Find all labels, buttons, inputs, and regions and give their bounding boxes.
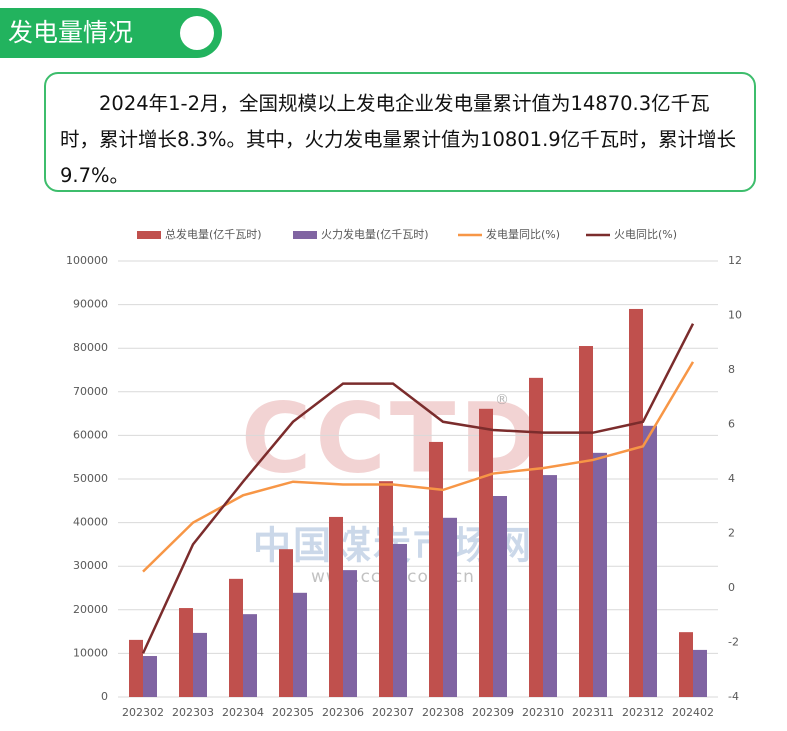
y-tick-label: 90000 xyxy=(73,298,108,311)
bar xyxy=(179,608,193,697)
y2-tick-label: 8 xyxy=(728,363,735,376)
legend-swatch xyxy=(137,231,161,239)
y-tick-label: 0 xyxy=(101,690,108,703)
y2-tick-label: 10 xyxy=(728,309,742,322)
bar xyxy=(243,614,257,697)
bar xyxy=(443,517,457,697)
bar xyxy=(679,632,693,697)
legend-swatch xyxy=(293,231,317,239)
line xyxy=(142,361,695,573)
bar xyxy=(293,592,307,697)
y2-tick-label: -2 xyxy=(728,636,739,649)
x-tick-label: 202305 xyxy=(272,706,314,719)
y2-tick-label: -4 xyxy=(728,690,739,703)
bar xyxy=(493,496,507,697)
bar xyxy=(579,346,593,697)
y2-tick-label: 6 xyxy=(728,418,735,431)
watermark-mark: ® xyxy=(495,392,509,408)
bar xyxy=(429,441,443,697)
section-header: 发电量情况 xyxy=(0,8,222,58)
bar xyxy=(643,425,657,697)
bar xyxy=(279,549,293,697)
bar xyxy=(129,639,143,697)
bar xyxy=(229,578,243,697)
y-tick-label: 80000 xyxy=(73,341,108,354)
bar xyxy=(329,516,343,697)
section-title: 发电量情况 xyxy=(8,18,134,47)
bar xyxy=(593,452,607,697)
y-tick-label: 70000 xyxy=(73,385,108,398)
bar xyxy=(479,408,493,697)
y2-tick-label: 0 xyxy=(728,581,735,594)
y2-tick-label: 12 xyxy=(728,254,742,267)
bar xyxy=(343,570,357,697)
legend-label: 火电同比(%) xyxy=(614,228,677,241)
bar xyxy=(193,632,207,697)
bar xyxy=(143,656,157,697)
bar xyxy=(543,475,557,697)
toggle[interactable] xyxy=(180,16,214,50)
x-tick-label: 202402 xyxy=(672,706,714,719)
line xyxy=(141,323,695,654)
y-tick-label: 10000 xyxy=(73,646,108,659)
y-tick-label: 100000 xyxy=(66,254,108,267)
y-tick-label: 30000 xyxy=(73,559,108,572)
x-tick-label: 202312 xyxy=(622,706,664,719)
y-tick-label: 60000 xyxy=(73,428,108,441)
summary: 2024年1-2月，全国规模以上发电企业发电量累计值为14870.3亿千瓦时，累… xyxy=(44,72,756,192)
y2-tick-label: 2 xyxy=(728,527,735,540)
bar xyxy=(629,308,643,697)
y-tick-label: 20000 xyxy=(73,603,108,616)
legend-label: 总发电量(亿千瓦时) xyxy=(165,227,262,241)
bar xyxy=(379,481,393,697)
bar xyxy=(693,649,707,697)
x-tick-label: 202303 xyxy=(172,706,214,719)
x-tick-label: 202304 xyxy=(222,706,264,719)
x-tick-label: 202302 xyxy=(122,706,164,719)
x-tick-label: 202311 xyxy=(572,706,614,719)
bar xyxy=(393,543,407,697)
x-tick-label: 202309 xyxy=(472,706,514,719)
bar xyxy=(529,377,543,697)
legend-label: 火力发电量(亿千瓦时) xyxy=(321,227,429,241)
y-tick-label: 50000 xyxy=(73,472,108,485)
x-tick-label: 202308 xyxy=(422,706,464,719)
legend-label: 发电量同比(%) xyxy=(486,227,560,241)
x-tick-label: 202307 xyxy=(372,706,414,719)
y2-tick-label: 4 xyxy=(728,472,735,485)
x-tick-label: 202306 xyxy=(322,706,364,719)
x-tick-label: 202310 xyxy=(522,706,564,719)
y-tick-label: 40000 xyxy=(73,516,108,529)
